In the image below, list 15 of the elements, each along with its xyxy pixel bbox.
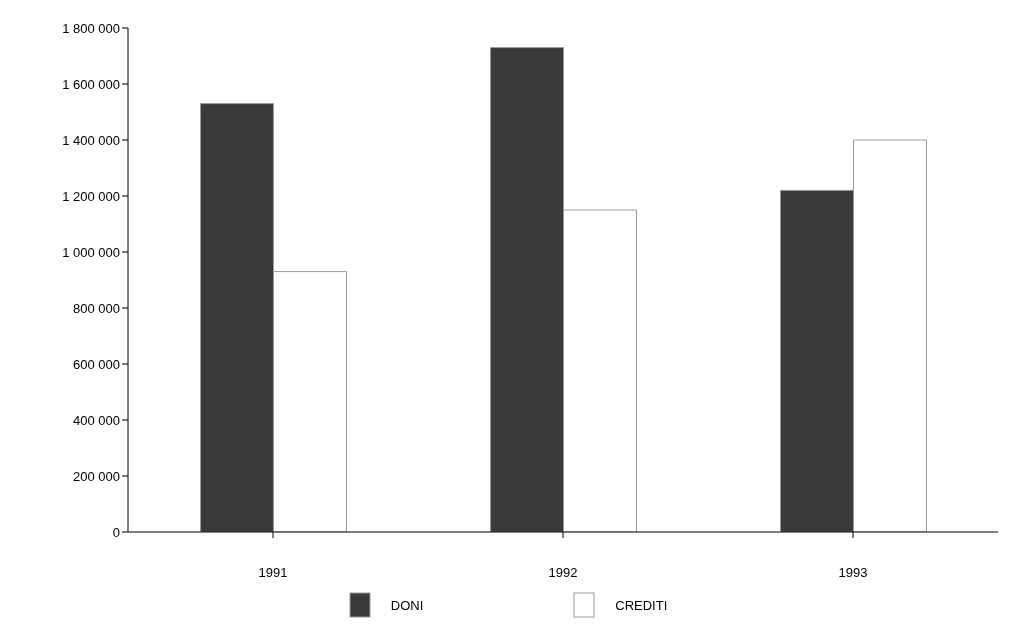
x-tick-label: 1991 — [258, 565, 288, 581]
legend-label: CREDITI — [615, 597, 668, 613]
y-tick-label: 1 800 000 — [62, 20, 120, 36]
y-tick-label: 1 000 000 — [62, 244, 120, 260]
y-tick-label: 800 000 — [73, 300, 120, 316]
y-tick-label: 200 000 — [73, 468, 120, 484]
y-tick-label: 1 600 000 — [62, 76, 120, 92]
y-tick-label: 0 — [112, 524, 120, 540]
y-tick-label: 1 400 000 — [62, 132, 120, 148]
y-tick-label: 400 000 — [73, 412, 120, 428]
x-tick-label: 1992 — [548, 565, 578, 581]
y-tick-label: 1 200 000 — [62, 188, 120, 204]
x-tick-label: 1993 — [838, 565, 868, 581]
y-tick-label: 600 000 — [73, 356, 120, 372]
legend-label: DONI — [390, 597, 424, 613]
